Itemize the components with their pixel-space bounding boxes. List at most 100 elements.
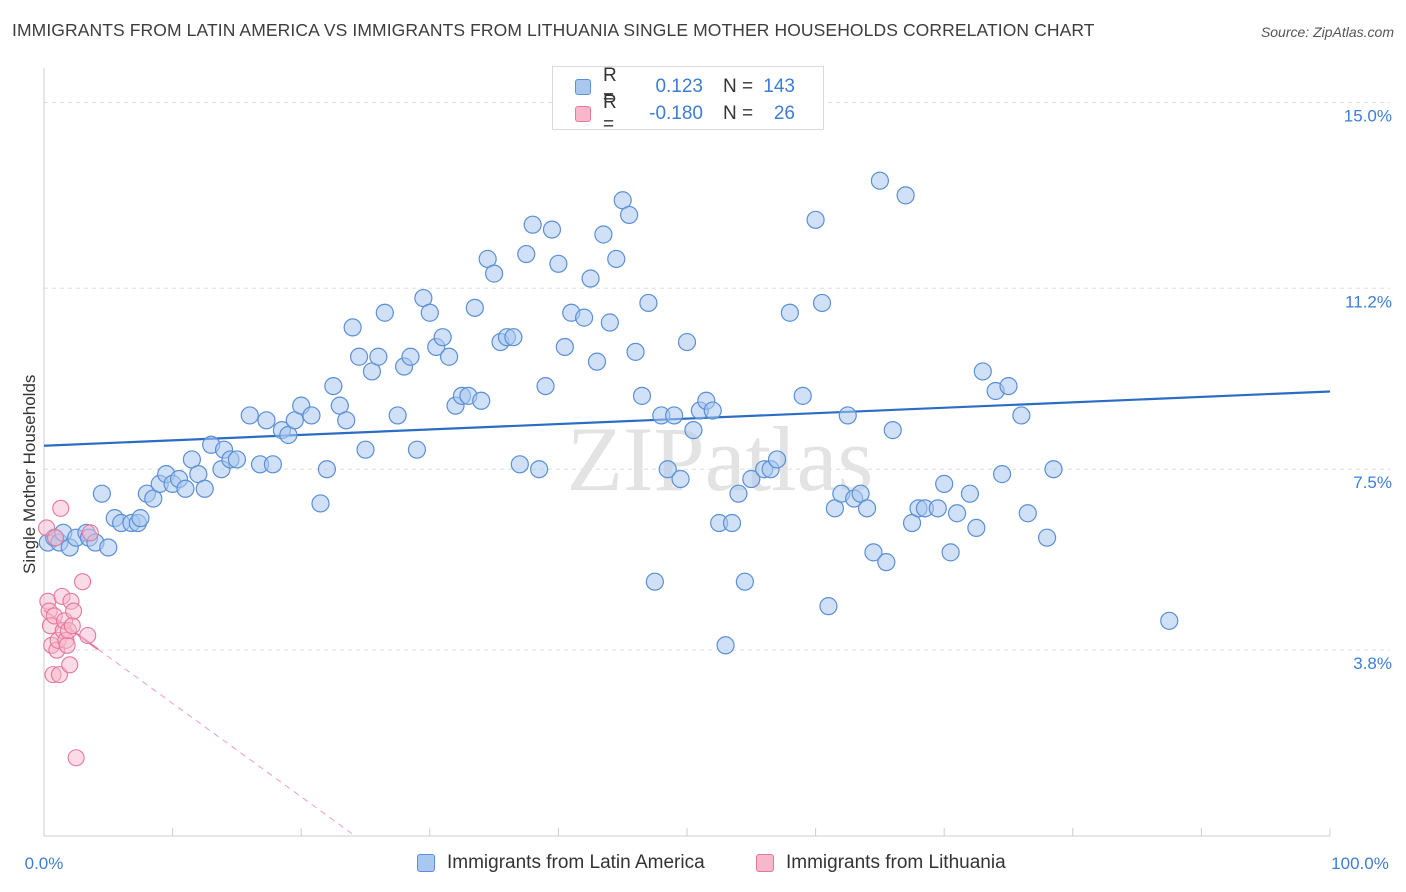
n-value: 26 — [773, 103, 795, 124]
data-point-latin-america — [735, 572, 754, 591]
axes — [43, 68, 1331, 837]
data-point-latin-america — [195, 479, 214, 498]
data-point-latin-america — [812, 293, 832, 313]
data-point-latin-america — [388, 406, 407, 425]
data-point-latin-america — [1160, 611, 1179, 630]
data-point-latin-america — [928, 499, 947, 518]
data-point-latin-america — [639, 293, 658, 313]
data-point-latin-america — [92, 484, 111, 503]
data-point-latin-america — [600, 313, 619, 332]
y-axis-label: Single Mother Households — [20, 374, 39, 574]
data-point-latin-america — [375, 303, 394, 322]
data-point-latin-america — [324, 376, 343, 396]
n-label: N = — [723, 76, 754, 97]
data-point-latin-america — [555, 337, 574, 357]
pink-swatch — [756, 854, 774, 872]
data-point-latin-america — [806, 210, 825, 229]
data-point-lithuania — [81, 524, 99, 542]
data-point-lithuania — [74, 573, 92, 591]
y-tick-label: 15.0% — [1344, 106, 1392, 125]
trend-line-lithuania-extension — [97, 648, 356, 837]
data-point-latin-america — [947, 504, 967, 523]
data-point-latin-america — [671, 469, 690, 489]
gridlines — [44, 101, 1390, 651]
data-point-latin-america — [581, 269, 600, 288]
r-label: R = — [603, 92, 617, 135]
data-point-latin-america — [742, 469, 761, 489]
data-point-latin-america — [227, 450, 246, 469]
data-point-latin-america — [542, 220, 562, 239]
data-point-latin-america — [240, 406, 259, 425]
blue-swatch — [575, 79, 591, 95]
data-point-latin-america — [645, 572, 664, 591]
series-latin-america-points — [38, 171, 1179, 655]
stats-row-latin-america: R = 0.123 N = 143 — [575, 65, 795, 108]
data-point-latin-america — [607, 249, 626, 269]
n-label: N = — [723, 103, 754, 124]
r-value: -0.180 — [649, 103, 703, 124]
data-point-latin-america — [311, 494, 330, 513]
data-point-latin-america — [935, 474, 954, 493]
legend-item-latin-america[interactable]: Immigrants from Latin America — [417, 852, 705, 874]
data-point-latin-america — [401, 347, 420, 366]
data-point-latin-america — [729, 484, 748, 503]
data-point-latin-america — [684, 421, 703, 440]
data-point-latin-america — [896, 186, 915, 205]
data-point-latin-america — [665, 406, 684, 425]
data-point-lithuania — [52, 499, 70, 517]
watermark: ZIPatlas — [567, 408, 874, 510]
data-point-latin-america — [632, 386, 652, 405]
n-value: 143 — [763, 76, 795, 97]
data-point-latin-america — [973, 362, 992, 381]
pink-swatch — [575, 106, 591, 122]
data-point-latin-america — [337, 411, 356, 430]
data-point-latin-america — [517, 244, 536, 264]
data-point-latin-america — [356, 440, 375, 459]
data-point-latin-america — [439, 347, 459, 366]
data-point-latin-america — [407, 440, 427, 459]
data-point-latin-america — [793, 386, 812, 405]
data-point-latin-america — [131, 509, 150, 528]
data-point-latin-america — [941, 543, 960, 562]
data-point-lithuania — [63, 617, 81, 635]
data-point-latin-america — [992, 465, 1012, 484]
chart-title: IMMIGRANTS FROM LATIN AMERICA VS IMMIGRA… — [12, 20, 1095, 40]
data-point-latin-america — [677, 332, 697, 352]
legend-label: Immigrants from Lithuania — [786, 852, 1006, 873]
data-point-latin-america — [349, 347, 369, 366]
data-point-latin-america — [343, 318, 362, 337]
data-point-latin-america — [999, 376, 1018, 396]
y-tick-label: 11.2% — [1345, 292, 1392, 311]
data-point-latin-america — [465, 298, 484, 317]
stats-row-lithuania: R = -0.180 N = 26 — [575, 92, 795, 135]
data-point-latin-america — [620, 205, 639, 225]
r-label: R = — [603, 65, 617, 108]
data-point-latin-america — [703, 401, 722, 420]
data-point-latin-america — [176, 479, 195, 498]
data-point-latin-america — [1044, 460, 1063, 479]
y-tick-label: 3.8% — [1353, 654, 1392, 673]
data-point-latin-america — [967, 518, 986, 538]
data-point-latin-america — [433, 328, 452, 347]
data-point-latin-america — [838, 406, 857, 425]
data-point-latin-america — [257, 411, 276, 430]
data-point-latin-america — [722, 513, 742, 533]
data-point-lithuania — [67, 749, 85, 767]
legend-label: Immigrants from Latin America — [447, 852, 705, 873]
data-point-latin-america — [1012, 406, 1031, 425]
series-legend: Immigrants from Latin America Immigrants… — [0, 852, 1406, 878]
series-lithuania-points — [38, 499, 99, 767]
data-point-latin-america — [864, 543, 883, 562]
y-tick-label: 7.5% — [1353, 473, 1392, 492]
data-point-latin-america — [626, 342, 645, 361]
trend-line-latin-america — [43, 390, 1331, 447]
tick-labels: 3.8% 7.5% 11.2% 15.0% 0.0% 100.0% — [25, 106, 1392, 873]
data-point-latin-america — [510, 455, 529, 474]
data-point-lithuania — [58, 636, 76, 654]
data-point-latin-america — [658, 460, 677, 479]
data-point-latin-america — [523, 215, 542, 234]
data-point-latin-america — [587, 352, 607, 371]
legend-item-lithuania[interactable]: Immigrants from Lithuania — [756, 852, 1006, 874]
data-point-lithuania — [79, 626, 97, 645]
